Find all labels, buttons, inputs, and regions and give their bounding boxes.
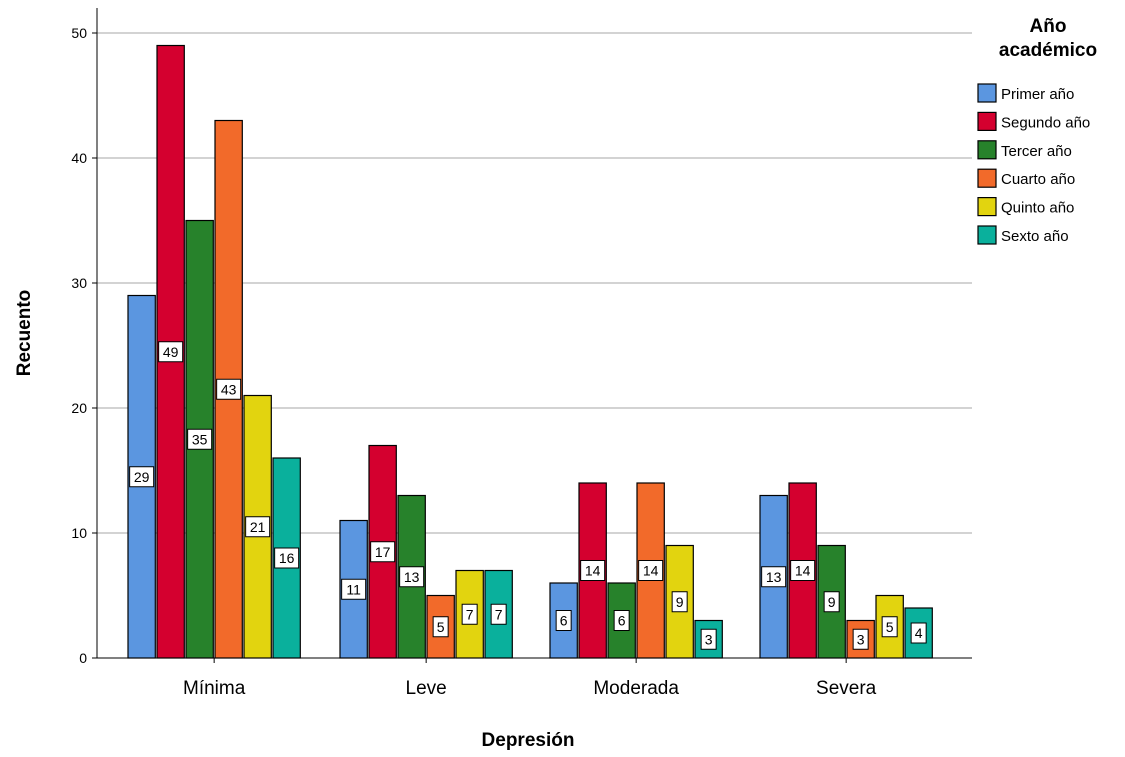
- x-axis-title: Depresión: [482, 730, 575, 751]
- x-tick-label: Leve: [406, 678, 447, 699]
- data-label-box: [671, 591, 688, 613]
- data-label: 9: [828, 594, 836, 610]
- y-tick-label: 40: [71, 150, 87, 166]
- legend-title: académico: [999, 40, 1097, 61]
- legend-item-label: Quinto año: [1001, 200, 1074, 217]
- data-label-box: [790, 560, 816, 581]
- legend-item-label: Sexto año: [1001, 228, 1069, 245]
- data-label-box: [245, 516, 271, 538]
- data-label-box: [761, 566, 787, 588]
- legend-title: Año: [1030, 16, 1067, 37]
- data-label: 3: [857, 631, 865, 647]
- data-label: 14: [643, 563, 659, 579]
- data-label: 29: [134, 469, 150, 485]
- y-tick-label: 10: [71, 525, 87, 541]
- legend-swatch: [977, 197, 997, 217]
- data-label-box: [910, 622, 927, 644]
- data-label: 6: [618, 613, 626, 629]
- data-label: 13: [404, 569, 420, 585]
- data-label-box: [555, 610, 572, 631]
- data-label-box: [187, 428, 213, 450]
- legend: Año académico Primer año Segundo año Tercer …: [977, 16, 1097, 245]
- data-label-box: [432, 616, 449, 638]
- legend-swatch: [977, 140, 997, 160]
- legend-item-label: Cuarto año: [1001, 171, 1075, 188]
- data-label-box: [216, 378, 242, 400]
- data-label: 49: [163, 344, 179, 360]
- axes: 0 10 20 30 40 50 Mínima Leve Moderada Severa: [71, 8, 972, 699]
- legend-item-label: Primer año: [1001, 86, 1074, 103]
- y-tick-label: 20: [71, 400, 87, 416]
- data-label: 14: [585, 563, 601, 579]
- x-tick-label: Mínima: [183, 678, 246, 699]
- data-label-box: [399, 566, 425, 588]
- data-label-box: [881, 616, 898, 638]
- data-label: 6: [560, 613, 568, 629]
- legend-swatch: [977, 225, 997, 245]
- data-label-box: [274, 547, 300, 569]
- x-tick-label: Moderada: [593, 678, 679, 699]
- data-label: 4: [915, 625, 923, 641]
- data-label: 5: [437, 619, 445, 635]
- legend-swatch: [977, 168, 997, 188]
- legend-item-label: Tercer año: [1001, 143, 1072, 160]
- data-label: 5: [886, 619, 894, 635]
- data-label-box: [613, 610, 630, 631]
- data-label-box: [129, 466, 155, 488]
- data-label: 17: [375, 544, 391, 560]
- data-label-box: [461, 603, 478, 625]
- data-label-box: [852, 628, 869, 650]
- data-label-box: [580, 560, 606, 581]
- legend-item-label: Segundo año: [1001, 114, 1090, 131]
- data-label: 7: [466, 606, 474, 622]
- data-label: 3: [705, 631, 713, 647]
- data-label-box: [490, 603, 507, 625]
- y-axis-title: Recuento: [14, 290, 35, 377]
- y-tick-label: 30: [71, 275, 87, 291]
- data-label-box: [158, 341, 184, 363]
- data-label: 7: [495, 606, 503, 622]
- y-tick-label: 0: [79, 650, 87, 666]
- data-label-box: [823, 591, 840, 613]
- data-label: 35: [192, 431, 208, 447]
- legend-swatch: [977, 111, 997, 132]
- data-label: 14: [795, 563, 811, 579]
- data-label-box: [700, 628, 717, 650]
- legend-swatch: [977, 83, 997, 103]
- data-label: 16: [279, 550, 295, 566]
- data-label-box: [341, 578, 367, 600]
- data-label: 11: [346, 581, 361, 597]
- data-label: 43: [221, 381, 237, 397]
- data-label-box: [370, 541, 396, 563]
- data-label-box: [638, 560, 664, 581]
- y-tick-label: 50: [71, 25, 87, 41]
- data-label: 21: [250, 519, 266, 535]
- x-tick-label: Severa: [816, 678, 877, 699]
- bar: [665, 544, 694, 659]
- data-label: 9: [676, 594, 684, 610]
- data-label: 13: [766, 569, 782, 585]
